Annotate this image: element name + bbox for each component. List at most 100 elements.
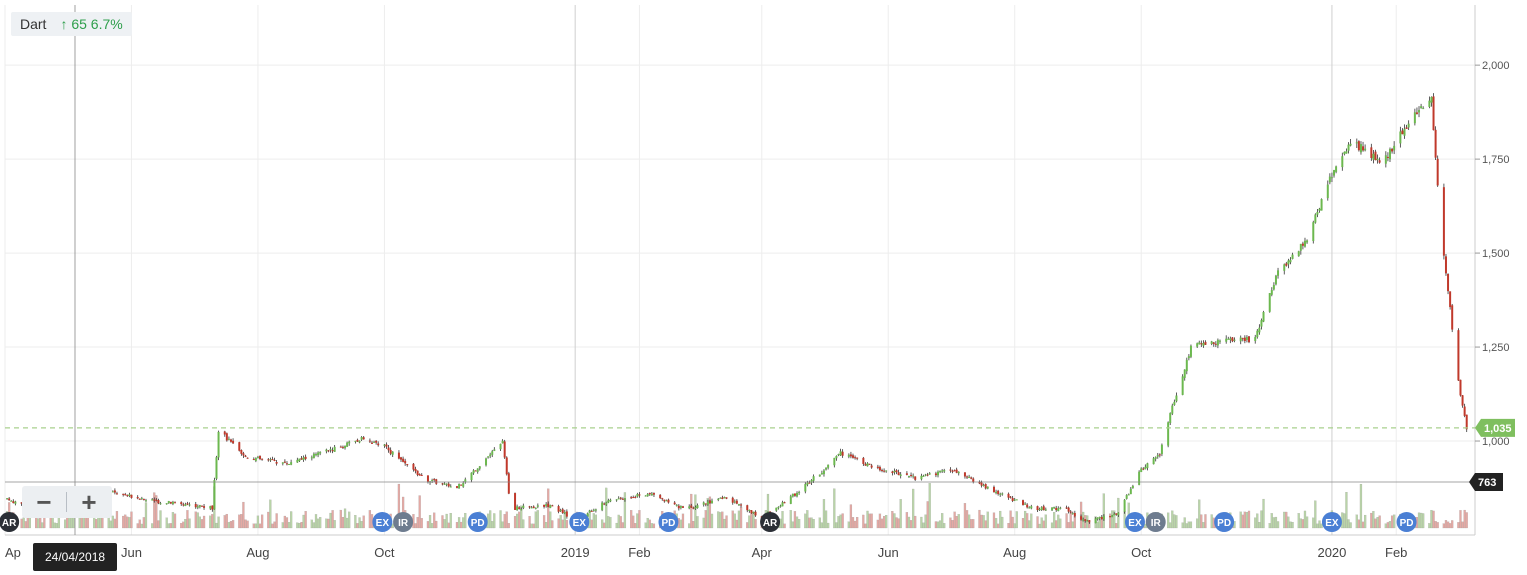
candle-body (304, 456, 307, 459)
candle-body (269, 459, 272, 461)
candle-body (151, 499, 154, 501)
event-marker[interactable]: PD (658, 512, 679, 532)
legend-change: ↑ 65 6.7% (60, 16, 122, 32)
volume-bar (938, 520, 942, 529)
zoom-out-button[interactable]: − (36, 486, 52, 517)
y-tick-label: 2,000 (1482, 60, 1510, 72)
event-marker[interactable]: EX (569, 512, 590, 532)
candle-body (746, 505, 749, 511)
candle-body (1403, 128, 1406, 136)
candle-body (165, 503, 168, 505)
volume-bar (246, 520, 249, 529)
volume-bar (1428, 523, 1431, 529)
candle-body (514, 493, 517, 510)
volume-bar (1451, 520, 1454, 529)
volume-bar (281, 522, 284, 529)
candle-body (1171, 405, 1174, 414)
candle-body (688, 506, 691, 509)
event-label: PD (1217, 518, 1231, 529)
volume-bar (501, 521, 504, 529)
candle-body (1355, 142, 1358, 144)
event-label: AR (763, 518, 778, 529)
candle-body (227, 438, 230, 440)
volume-bar (833, 488, 836, 529)
candle-body (1372, 153, 1375, 160)
candle-body (1428, 100, 1431, 107)
candle-body (650, 493, 653, 496)
candle-body (196, 506, 199, 508)
candle-body (737, 504, 740, 506)
candle-body (261, 458, 264, 460)
volume-bar (460, 521, 463, 529)
volume-bar (1038, 523, 1041, 529)
volume-bar (101, 516, 104, 529)
volume-bar (505, 511, 508, 529)
event-label: PD (1400, 518, 1414, 529)
candle-body (1393, 145, 1396, 151)
volume-bar (1316, 523, 1319, 529)
candle-body (360, 437, 363, 440)
volume-bar (1430, 509, 1433, 529)
event-marker[interactable]: PD (1396, 512, 1417, 532)
volume-bar (290, 511, 293, 529)
volume-bar (503, 514, 506, 529)
volume-bar (1001, 516, 1004, 529)
event-label: PD (471, 518, 485, 529)
event-marker[interactable]: IR (1145, 512, 1166, 532)
candle-body (696, 505, 699, 509)
candle-body (675, 504, 678, 506)
candle-body (358, 440, 361, 443)
volume-bar (638, 510, 641, 529)
volume-bar (455, 522, 459, 529)
volume-bar (115, 511, 119, 529)
candle-body (368, 440, 371, 442)
volume-bar (804, 513, 807, 529)
candle-body (995, 491, 998, 494)
volume-bar (1357, 519, 1360, 529)
candle-body (1053, 506, 1056, 509)
candle-body (1082, 519, 1085, 521)
zoom-in-button[interactable]: + (81, 486, 97, 517)
candle-body (217, 431, 220, 458)
candle-body (549, 505, 552, 508)
candle-body (1418, 110, 1421, 113)
candle-body (302, 457, 305, 460)
candle-body (1303, 240, 1306, 247)
candle-body (1258, 327, 1261, 333)
event-marker[interactable]: PD (1214, 512, 1235, 532)
volume-bar (343, 508, 347, 529)
volume-bar (733, 513, 736, 529)
event-badge (760, 512, 781, 532)
candle-body (1391, 148, 1394, 152)
event-marker[interactable]: IR (393, 512, 414, 532)
candle-body (464, 479, 467, 483)
event-marker[interactable]: EX (1124, 512, 1145, 532)
volume-bar (1388, 521, 1392, 529)
candle-body (1158, 454, 1161, 456)
event-marker[interactable]: EX (372, 512, 393, 532)
volume-bar (1386, 522, 1390, 529)
candle-body (634, 496, 637, 498)
volume-bar (507, 523, 510, 529)
candle-body (1080, 516, 1083, 520)
candle-body (1297, 251, 1300, 257)
event-marker[interactable]: AR (760, 512, 781, 532)
volume-bar (1305, 516, 1309, 529)
volume-bar (534, 511, 537, 529)
volume-bar (1349, 522, 1352, 529)
volume-bar (1446, 521, 1450, 529)
candle-body (489, 454, 492, 457)
event-marker[interactable]: EX (1321, 512, 1342, 532)
candle-body (1399, 131, 1402, 144)
candle-body (798, 492, 801, 494)
volume-bar (924, 514, 927, 529)
candle-body (1181, 376, 1184, 395)
candle-body (663, 499, 666, 502)
candle-body (1345, 151, 1348, 154)
volume-bar (346, 517, 349, 529)
volume-bar (414, 523, 417, 529)
event-marker[interactable]: AR (0, 512, 20, 532)
x-tick-label: Ap (5, 545, 21, 560)
event-marker[interactable]: PD (467, 512, 488, 532)
